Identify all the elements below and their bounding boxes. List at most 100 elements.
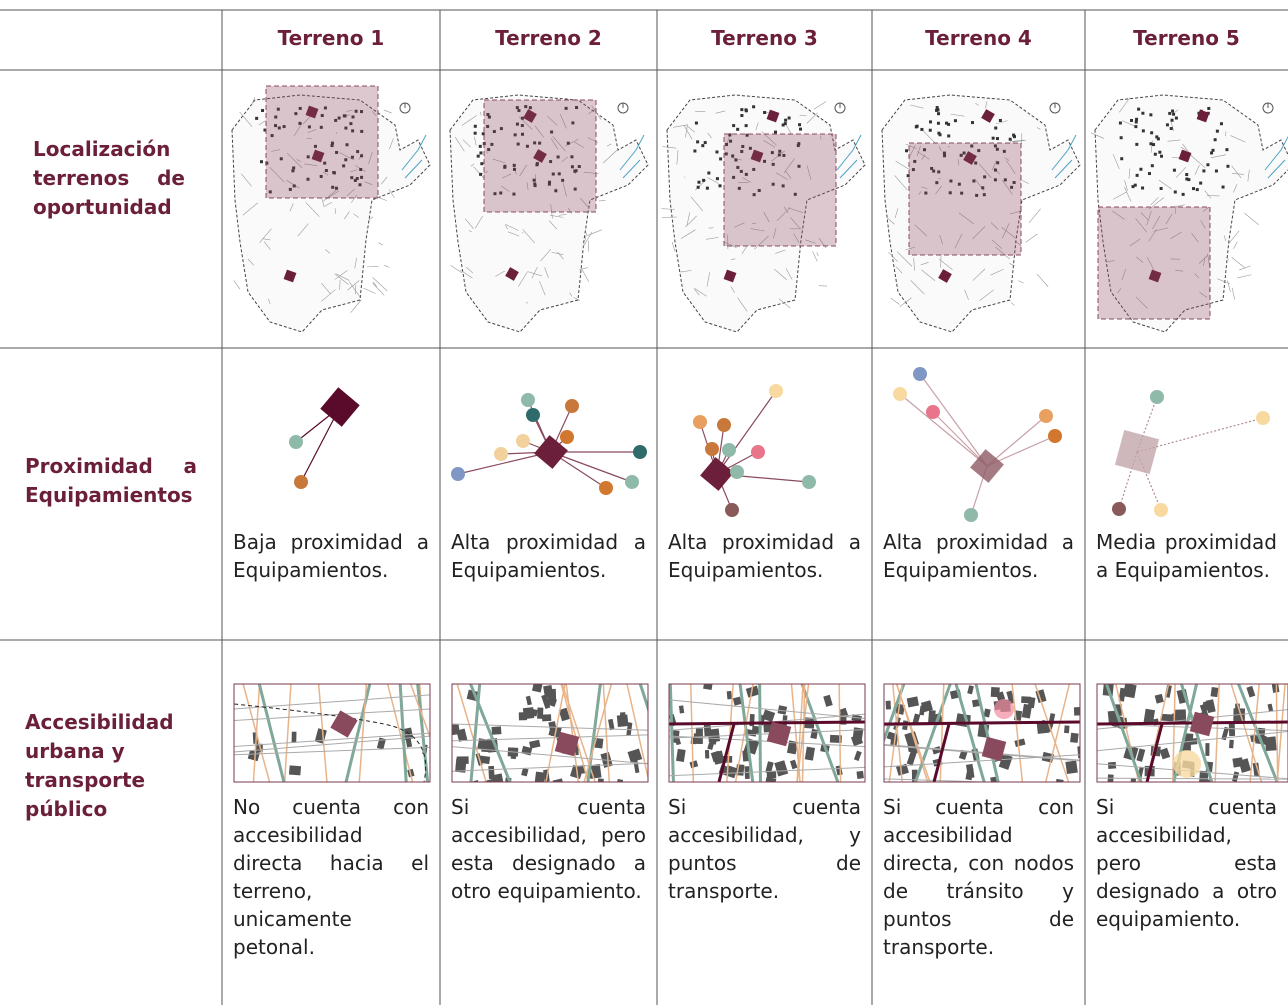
access-text: Si cuenta accesibilidad, pero esta desig… (451, 795, 646, 903)
map-street (783, 206, 789, 214)
street (1011, 684, 1024, 782)
map-block (1002, 149, 1006, 153)
facility-node (599, 481, 613, 495)
map-street (544, 267, 549, 279)
street (884, 754, 1080, 768)
map-street (785, 268, 793, 280)
facility-node (693, 415, 707, 429)
map-block (274, 124, 278, 128)
access-frame (668, 683, 866, 783)
map-block (983, 175, 987, 179)
building (1210, 687, 1219, 698)
map-block (473, 124, 477, 128)
building (764, 777, 777, 782)
map-street (905, 143, 918, 150)
map-street (297, 223, 309, 237)
map-street (1165, 213, 1173, 225)
map-block (512, 192, 516, 196)
map-street (1006, 160, 1016, 174)
map-street (1129, 238, 1141, 247)
street (954, 684, 986, 782)
map-block (512, 163, 516, 167)
lot (523, 109, 537, 123)
map-block (319, 125, 323, 129)
map-block (313, 144, 317, 148)
lot (1178, 149, 1192, 163)
building (919, 705, 926, 716)
map-block (479, 172, 483, 176)
map-block (298, 121, 302, 125)
map-street (1012, 139, 1025, 142)
map-block (1171, 109, 1175, 113)
map-block (533, 184, 537, 188)
map-block (787, 116, 791, 120)
site (766, 721, 792, 747)
map-block (547, 182, 551, 186)
map-street (957, 159, 960, 166)
map-street (787, 207, 803, 213)
map-block (1135, 117, 1139, 121)
map-street (574, 141, 584, 148)
map-block (487, 148, 491, 152)
facility-node (560, 430, 574, 444)
map-block (745, 133, 749, 137)
map-block (1199, 181, 1203, 185)
map-street (1231, 256, 1246, 269)
map-block (970, 144, 974, 148)
map-block (782, 153, 786, 157)
map-block (748, 146, 752, 150)
map-street (683, 125, 693, 140)
facility-node (451, 467, 465, 481)
row-label: Localización terrenos de oportunidad (33, 137, 185, 219)
map-block (344, 158, 348, 162)
map-street (1225, 256, 1230, 261)
access-map-content (884, 684, 1080, 782)
access-text: Si cuenta con accesibilidad directa, con… (883, 795, 1074, 959)
map-block (937, 112, 941, 116)
map-block (924, 191, 928, 195)
map-street (1113, 191, 1128, 200)
map-street (526, 182, 529, 190)
building (1021, 696, 1031, 704)
map-block (337, 116, 341, 120)
map-block (929, 120, 933, 124)
facility-node (565, 399, 579, 413)
map-street (505, 224, 508, 230)
map-street (495, 270, 505, 277)
map-street (1124, 186, 1132, 202)
map-street (964, 289, 969, 300)
map-block (343, 114, 347, 118)
building (534, 771, 546, 782)
map-street (1148, 228, 1158, 242)
map-street (990, 268, 1004, 276)
map-street (734, 222, 745, 228)
building (608, 718, 615, 731)
map-block (1152, 143, 1156, 147)
building (766, 770, 777, 779)
map-street (505, 223, 519, 231)
street (317, 684, 328, 782)
proximity-link (550, 451, 633, 483)
column-header: Terreno 3 (711, 26, 818, 50)
map-street (388, 189, 395, 198)
map-block (725, 142, 729, 146)
map-block (570, 155, 574, 159)
map-street (985, 101, 988, 109)
proximity-link (919, 373, 988, 467)
map-street (474, 215, 483, 229)
map-block (566, 141, 570, 145)
map-block (1139, 167, 1143, 171)
map-block (1206, 163, 1210, 167)
map-block (729, 139, 733, 143)
row-label: Proximidad a Equipamientos (25, 454, 197, 507)
map-street (525, 301, 528, 304)
map-river (1051, 134, 1077, 179)
building (995, 691, 1006, 702)
map-block (473, 131, 477, 135)
map-street (890, 297, 900, 305)
street (234, 732, 430, 748)
map-block (1165, 123, 1169, 127)
street (358, 684, 368, 782)
building (1205, 743, 1210, 756)
street (669, 729, 865, 739)
